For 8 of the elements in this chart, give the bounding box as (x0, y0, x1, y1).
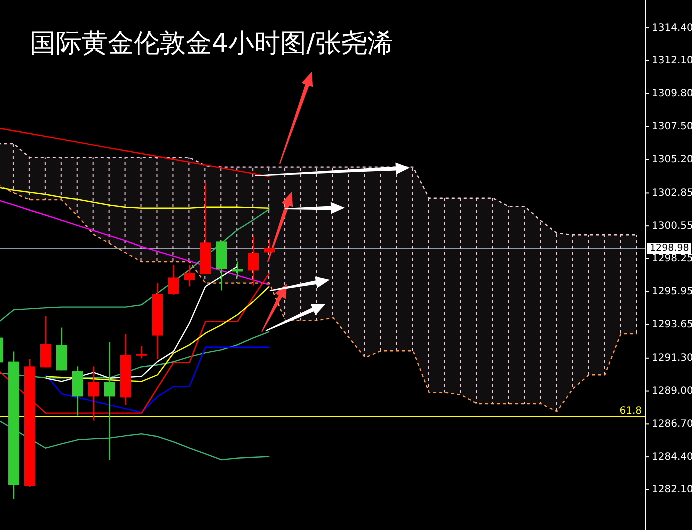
y-tick-label: 1302.85 (652, 188, 692, 199)
y-tick-label: 1298.25 (652, 254, 692, 265)
y-tick-label: 1293.65 (652, 320, 692, 331)
y-tick-label: 1300.55 (652, 220, 692, 232)
ref-line-label: 1298.98 (650, 243, 690, 254)
annotation: 61.8 (620, 406, 642, 418)
y-tick-label: 1295.95 (652, 286, 692, 298)
text: 国际黄金伦敦金4小时图/张尧浠 (30, 29, 394, 59)
